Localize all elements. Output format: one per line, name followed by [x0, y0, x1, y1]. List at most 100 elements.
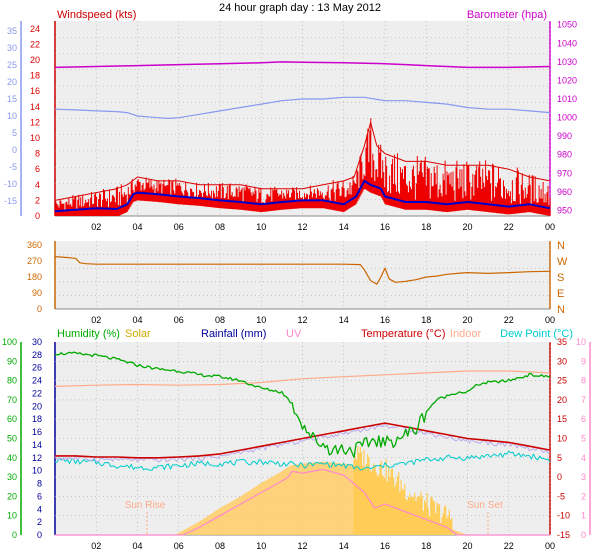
y-tick-label: 7: [581, 395, 586, 405]
direction-series: [54, 256, 551, 285]
direction-tick-label: 180: [27, 272, 42, 282]
windspeed-tick-label: 14: [30, 102, 40, 112]
windspeed-tick-label: 2: [35, 195, 40, 205]
sunset-label: Sun Set: [467, 500, 503, 511]
y-tick-label: 15: [7, 94, 17, 104]
y-tick-label: 20: [557, 395, 567, 405]
y-tick-label: 40: [7, 453, 17, 463]
y-tick-label: 0: [12, 145, 17, 155]
y-tick-label: 30: [7, 472, 17, 482]
x-tick-label: 22: [504, 222, 514, 232]
compass-tick-label: E: [557, 288, 564, 300]
windspeed-legend: Windspeed (kts): [57, 9, 136, 21]
y-tick-label: 3: [581, 472, 586, 482]
legend-dewpoint: Dew Point (°C): [500, 328, 573, 340]
y-tick-label: -10: [557, 511, 570, 521]
windspeed-tick-label: 16: [30, 86, 40, 96]
y-tick-label: 50: [7, 434, 17, 444]
barometer-tick-label: 1050: [557, 20, 577, 30]
y-tick-label: -15: [557, 530, 570, 540]
legend-temperature: Temperature (°C): [361, 328, 445, 340]
y-tick-label: 25: [7, 60, 17, 70]
x-tick-label: 02: [91, 541, 101, 551]
y-tick-label: 10: [7, 111, 17, 121]
y-tick-label: 0: [12, 530, 17, 540]
y-tick-label: 1: [581, 511, 586, 521]
y-tick-label: 14: [32, 440, 42, 450]
legend-rainfall: Rainfall (mm): [201, 328, 266, 340]
x-tick-label: 20: [462, 541, 472, 551]
x-tick-label: 08: [215, 222, 225, 232]
y-tick-label: 5: [557, 453, 562, 463]
windspeed-tick-label: 0: [35, 211, 40, 221]
windspeed-tick-label: 22: [30, 39, 40, 49]
y-tick-label: 30: [7, 43, 17, 53]
y-tick-label: 12: [32, 453, 42, 463]
x-tick-label: 20: [462, 222, 472, 232]
y-tick-label: 22: [32, 388, 42, 398]
wind-direction-panel: 02 04 06 08 10 12 14 16 18 20 22 00360270180900NWSE…: [27, 240, 568, 325]
barometer-line: [54, 61, 551, 69]
x-tick-label: 18: [421, 541, 431, 551]
y-tick-label: 6: [581, 414, 586, 424]
windspeed-tick-label: 4: [35, 180, 40, 190]
barometer-tick-label: 980: [557, 150, 572, 160]
y-tick-label: 18: [32, 414, 42, 424]
y-tick-label: -5: [557, 491, 565, 501]
barometer-legend: Barometer (hpa): [467, 9, 547, 21]
y-tick-label: 4: [581, 453, 586, 463]
x-tick-label: 02: [91, 222, 101, 232]
y-tick-label: 6: [37, 491, 42, 501]
direction-tick-labels: 02 04 06 08 10 12 14 16 18 20 22 00360270180900NWSE…: [27, 240, 568, 325]
y-tick-label: 10: [557, 434, 567, 444]
y-tick-label: 2: [581, 491, 586, 501]
windspeed-tick-label: 6: [35, 164, 40, 174]
uv-line: [55, 468, 550, 536]
x-tick-label: 10: [256, 315, 266, 325]
y-tick-label: 4: [37, 504, 42, 514]
barometer-tick-label: 960: [557, 187, 572, 197]
x-tick-label: 00: [545, 222, 555, 232]
temperature-line: [55, 422, 551, 459]
barometer-tick-label: 990: [557, 131, 572, 141]
x-tick-label: 18: [421, 315, 431, 325]
legend-humidity: Humidity (%): [57, 328, 120, 340]
y-tick-label: 25: [557, 376, 567, 386]
x-tick-label: 00: [545, 541, 555, 551]
y-tick-label: 2: [37, 517, 42, 527]
y-tick-label: 20: [7, 77, 17, 87]
compass-tick-label: W: [557, 256, 568, 268]
windspeed-tick-label: 24: [30, 24, 40, 34]
barometer-tick-label: 1010: [557, 94, 577, 104]
x-tick-label: 00: [545, 315, 555, 325]
direction-tick-label: 270: [27, 256, 42, 266]
y-tick-label: 60: [7, 414, 17, 424]
windspeed-tick-label: 12: [30, 117, 40, 127]
y-tick-label: 35: [7, 26, 17, 36]
direction-tick-label: 360: [27, 240, 42, 250]
y-tick-label: 5: [12, 128, 17, 138]
x-tick-label: 06: [174, 315, 184, 325]
legend-solar: Solar: [125, 328, 151, 340]
x-tick-label: 14: [339, 315, 349, 325]
sunrise-label: Sun Rise: [125, 500, 166, 511]
compass-tick-label: S: [557, 272, 564, 284]
legend-uv: UV: [286, 328, 302, 340]
y-tick-label: 10: [32, 466, 42, 476]
wind-average-line: [54, 179, 551, 213]
y-tick-label: -10: [4, 179, 17, 189]
wind-series: [54, 61, 551, 216]
compass-tick-label: N: [557, 240, 565, 252]
barometer-tick-label: 1040: [557, 38, 577, 48]
wind-direction-line: [54, 256, 551, 285]
windspeed-tick-label: 20: [30, 55, 40, 65]
indoor-temperature-line: [54, 370, 551, 387]
temperature-humidity-panel: Humidity (%) Solar Rainfall (mm) UV Temp…: [2, 328, 591, 551]
temp-series: [54, 351, 551, 536]
y-tick-label: 20: [32, 401, 42, 411]
legend-indoor: Indoor: [450, 328, 482, 340]
x-tick-label: 16: [380, 315, 390, 325]
y-tick-label: 90: [7, 356, 17, 366]
x-tick-label: 16: [380, 541, 390, 551]
x-tick-label: 10: [256, 222, 266, 232]
